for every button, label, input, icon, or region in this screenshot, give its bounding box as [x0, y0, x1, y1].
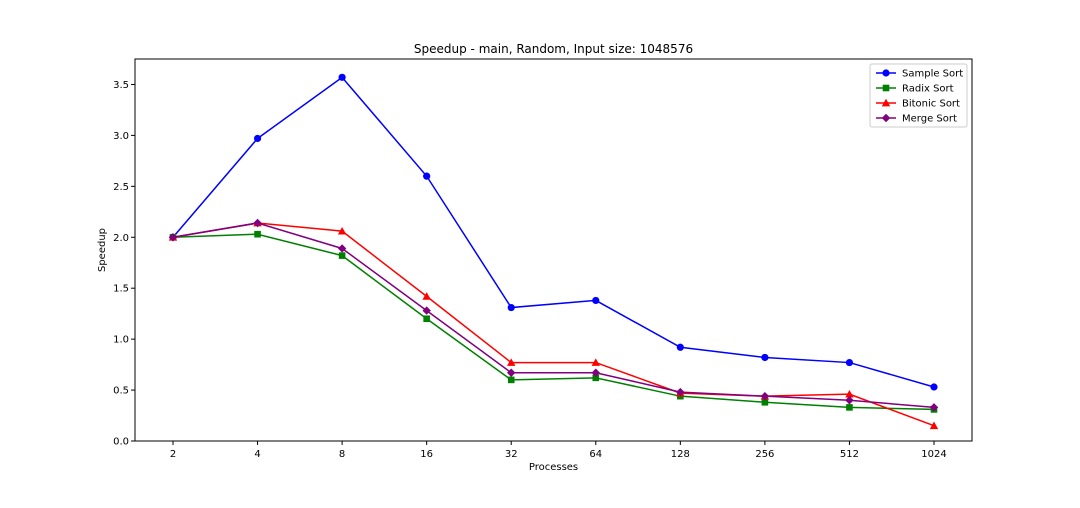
legend-item-merge-sort: Merge Sort: [876, 114, 957, 125]
radix-sort-point: [423, 315, 430, 323]
merge-sort-point: [507, 368, 516, 377]
bitonic-sort-point: [929, 421, 939, 430]
series-radix-sort: [169, 230, 938, 413]
sample-sort-point: [592, 296, 600, 305]
plot-frame: [134, 58, 973, 442]
y-tick-label: 3.5: [113, 80, 129, 91]
legend-label: Merge Sort: [902, 114, 957, 125]
y-tick-label: 0.5: [113, 386, 129, 397]
merge-sort-line: [172, 222, 935, 409]
merge-sort-point: [676, 387, 685, 397]
sample-sort-point: [761, 353, 769, 362]
sample-sort-line: [172, 76, 935, 388]
radix-sort-point: [254, 230, 261, 238]
x-tick-label: 1024: [921, 449, 946, 460]
y-tick-label: 2.0: [113, 233, 129, 244]
x-tick-label: 16: [420, 449, 433, 460]
sample-sort-point: [338, 73, 346, 81]
sample-sort-point: [507, 303, 515, 312]
radix-sort-point: [846, 404, 853, 411]
sample-sort-point: [423, 172, 431, 180]
x-tick-label: 128: [671, 449, 690, 460]
radix-sort-point: [592, 374, 600, 382]
x-tick-label: 512: [840, 449, 859, 460]
bitonic-sort-point: [422, 292, 431, 300]
x-tick-label: 8: [339, 449, 345, 460]
sample-sort-point: [253, 134, 262, 143]
x-tick-label: 256: [755, 449, 774, 460]
merge-sort-point: [422, 306, 431, 315]
legend-item-radix-sort: Radix Sort: [876, 84, 954, 95]
sample-sort-point: [676, 343, 684, 351]
merge-sort-point: [337, 244, 347, 253]
series-merge-sort: [168, 218, 939, 412]
y-tick-label: 2.5: [113, 182, 129, 193]
radix-sort-point: [338, 252, 346, 259]
radix-sort-point: [761, 398, 769, 406]
bitonic-sort-point: [845, 389, 854, 398]
y-tick-label: 1.5: [113, 284, 129, 295]
legend-marker: [881, 98, 891, 107]
bitonic-sort-point: [337, 226, 347, 235]
x-tick-label: 4: [254, 449, 260, 460]
y-tick-label: 3.0: [113, 131, 129, 142]
legend-item-bitonic-sort: Bitonic Sort: [876, 99, 960, 110]
radix-sort-line: [172, 233, 935, 411]
legend-label: Sample Sort: [902, 69, 963, 80]
legend-marker: [882, 84, 890, 92]
radix-sort-point: [507, 376, 515, 384]
bitonic-sort-point: [591, 358, 600, 366]
merge-sort-point: [591, 368, 600, 377]
legend: Sample Sort Radix Sort Bitonic Sort Merge S…: [869, 63, 968, 128]
merge-sort-point: [253, 218, 262, 228]
legend-label: Radix Sort: [902, 84, 954, 95]
merge-sort-point: [845, 396, 854, 405]
bitonic-sort-line: [172, 222, 935, 427]
y-tick-label: 0.0: [113, 437, 129, 448]
sample-sort-point: [845, 358, 854, 367]
legend-box: [869, 63, 968, 128]
x-tick-label: 32: [505, 449, 518, 460]
sample-sort-point: [930, 383, 938, 391]
y-axis-label: Speedup: [97, 228, 108, 272]
series-bitonic-sort: [168, 218, 939, 430]
legend-label: Bitonic Sort: [902, 99, 960, 110]
series-sample-sort: [169, 73, 938, 391]
y-tick-label: 1.0: [113, 335, 129, 346]
x-tick-label: 64: [589, 449, 602, 460]
x-tick-label: 2: [170, 449, 176, 460]
legend-marker: [882, 69, 890, 77]
x-axis-label: Processes: [529, 462, 578, 473]
legend-marker: [881, 113, 891, 123]
chart-title: Speedup - main, Random, Input size: 1048…: [414, 42, 693, 56]
merge-sort-point: [168, 233, 178, 242]
merge-sort-point: [760, 391, 770, 401]
bitonic-sort-point: [507, 358, 516, 366]
merge-sort-point: [929, 403, 939, 412]
legend-item-sample-sort: Sample Sort: [876, 69, 963, 80]
